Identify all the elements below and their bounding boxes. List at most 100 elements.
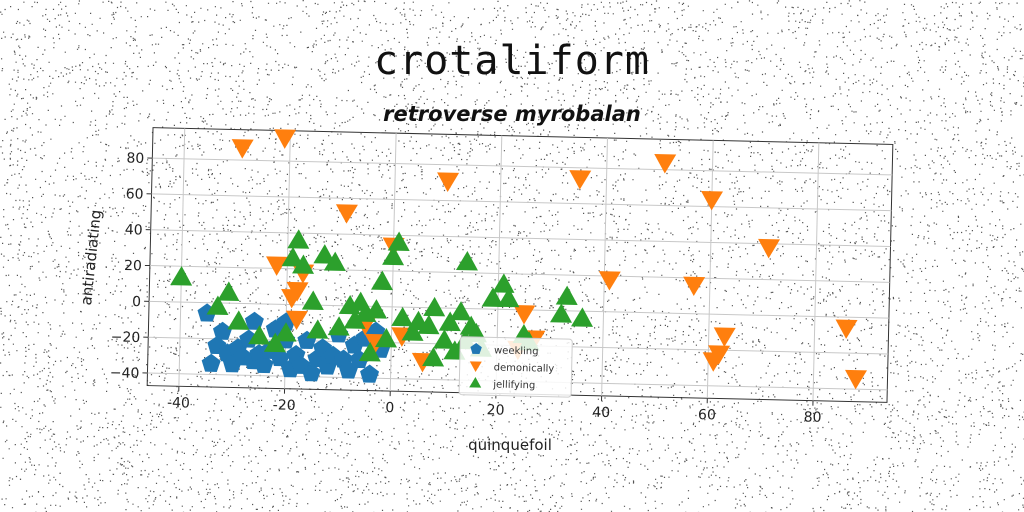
point-jellifying xyxy=(455,251,478,271)
point-weekling xyxy=(212,321,232,340)
point-jellifying xyxy=(281,247,304,267)
point-jellifying xyxy=(550,303,573,323)
point-jellifying xyxy=(571,307,594,327)
point-demonically xyxy=(598,271,621,291)
x-tick-label: 0 xyxy=(385,400,394,416)
y-axis-label: antiradiating xyxy=(77,209,105,306)
point-jellifying xyxy=(497,287,520,308)
legend-marker-jellifying xyxy=(469,377,482,388)
point-jellifying xyxy=(313,244,336,264)
point-jellifying xyxy=(301,290,324,311)
y-tick-label: 40 xyxy=(125,222,143,238)
point-jellifying xyxy=(263,332,286,353)
point-weekling xyxy=(360,364,380,383)
y-tick-label: 20 xyxy=(124,258,142,274)
y-grid-line xyxy=(151,193,892,212)
x-tick-label: -40 xyxy=(167,395,190,412)
plot-area: -40 -20 0 20 40 60 80 −40 −20 0 20 40 60 80 weekling… xyxy=(110,127,894,426)
point-jellifying xyxy=(248,325,271,345)
y-grid-line xyxy=(149,265,890,283)
point-jellifying xyxy=(206,295,229,315)
legend-label-weekling: weekling xyxy=(494,345,539,357)
point-demonically xyxy=(845,369,867,390)
point-jellifying xyxy=(417,314,440,335)
x-tick-label: 60 xyxy=(698,407,716,423)
point-demonically xyxy=(281,288,304,309)
point-jellifying xyxy=(423,296,446,317)
point-jellifying xyxy=(306,319,329,339)
point-jellifying xyxy=(227,310,250,330)
point-jellifying xyxy=(387,231,410,251)
y-grid-line xyxy=(150,229,891,248)
point-jellifying xyxy=(292,254,315,274)
point-jellifying xyxy=(375,327,397,348)
y-tick-label: −40 xyxy=(110,365,140,382)
x-grid-line xyxy=(812,142,820,401)
point-weekling xyxy=(254,354,274,374)
point-demonically xyxy=(683,276,706,297)
legend-marker-weekling xyxy=(470,343,482,355)
y-grid-line xyxy=(152,157,893,176)
y-axis-ticks: −40 −20 0 20 40 60 80 xyxy=(110,151,153,382)
point-demonically xyxy=(437,172,460,192)
point-demonically xyxy=(701,190,724,211)
point-demonically xyxy=(274,129,297,149)
point-demonically xyxy=(835,319,858,339)
point-jellifying xyxy=(422,347,445,367)
x-tick-label: 40 xyxy=(592,405,610,421)
point-jellifying xyxy=(287,229,310,249)
point-demonically xyxy=(513,304,536,325)
series-jellifying xyxy=(170,229,594,367)
chart-title: crotaliform xyxy=(374,38,650,84)
x-grid-line xyxy=(178,128,186,387)
x-tick-label: 20 xyxy=(486,402,504,418)
data-points xyxy=(170,129,867,390)
point-jellifying xyxy=(365,299,388,319)
x-grid-line xyxy=(601,137,608,396)
point-jellifying xyxy=(438,311,461,332)
point-jellifying xyxy=(382,245,405,266)
point-demonically xyxy=(569,170,592,190)
point-jellifying xyxy=(391,306,414,327)
point-jellifying xyxy=(555,285,578,306)
point-weekling xyxy=(301,363,321,382)
point-jellifying xyxy=(492,273,515,293)
legend: weekling demonically jellifying xyxy=(458,336,573,398)
y-tick-label: 0 xyxy=(132,294,141,310)
x-tick-label: -20 xyxy=(273,397,296,414)
point-jellifying xyxy=(449,301,472,321)
point-weekling xyxy=(244,311,264,330)
point-weekling xyxy=(201,353,221,372)
x-axis-label: quinquefoil xyxy=(468,436,552,454)
legend-label-demonically: demonically xyxy=(494,362,555,374)
point-demonically xyxy=(654,154,677,174)
x-axis-ticks: -40 -20 0 20 40 60 80 xyxy=(167,386,822,426)
point-jellifying xyxy=(358,342,381,362)
point-demonically xyxy=(266,256,289,276)
point-demonically xyxy=(713,327,736,347)
y-tick-label: 60 xyxy=(125,186,143,202)
point-jellifying xyxy=(433,329,456,349)
point-jellifying xyxy=(371,270,393,291)
point-jellifying xyxy=(217,281,240,301)
chart-subtitle: retroverse myrobalan xyxy=(383,102,641,126)
point-jellifying xyxy=(170,266,193,286)
point-jellifying xyxy=(343,309,366,329)
point-demonically xyxy=(285,310,308,331)
legend-box xyxy=(458,336,573,398)
y-tick-label: 80 xyxy=(126,151,144,167)
point-jellifying xyxy=(327,316,350,336)
legend-label-jellifying: jellifying xyxy=(492,379,535,391)
point-demonically xyxy=(335,204,358,224)
point-jellifying xyxy=(323,251,346,272)
point-demonically xyxy=(758,238,781,259)
point-jellifying xyxy=(481,287,504,307)
point-jellifying xyxy=(401,321,424,341)
point-demonically xyxy=(231,139,254,159)
y-tick-label: −20 xyxy=(111,329,141,346)
legend-marker-demonically xyxy=(469,361,482,373)
point-jellifying xyxy=(274,322,297,342)
x-tick-label: 80 xyxy=(804,409,822,425)
point-weekling xyxy=(270,348,290,367)
